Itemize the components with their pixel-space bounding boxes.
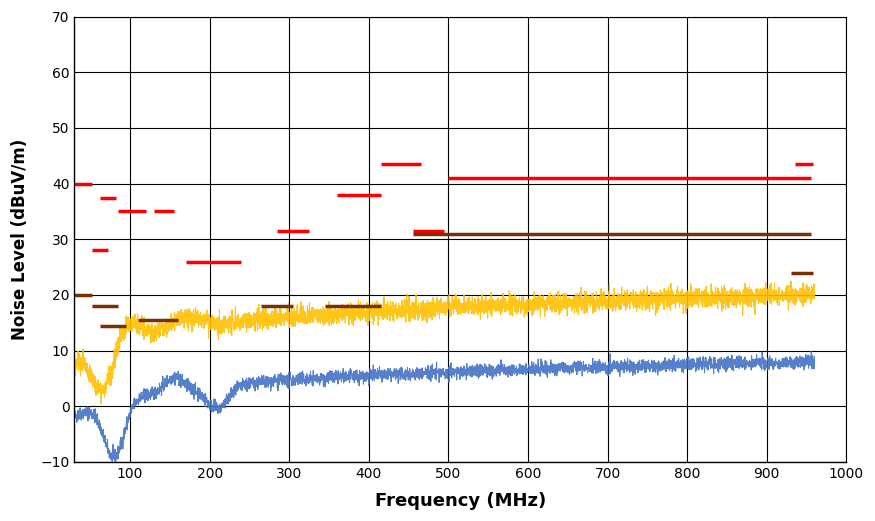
X-axis label: Frequency (MHz): Frequency (MHz) [374,492,546,510]
Y-axis label: Noise Level (dBuV/m): Noise Level (dBuV/m) [11,139,29,340]
